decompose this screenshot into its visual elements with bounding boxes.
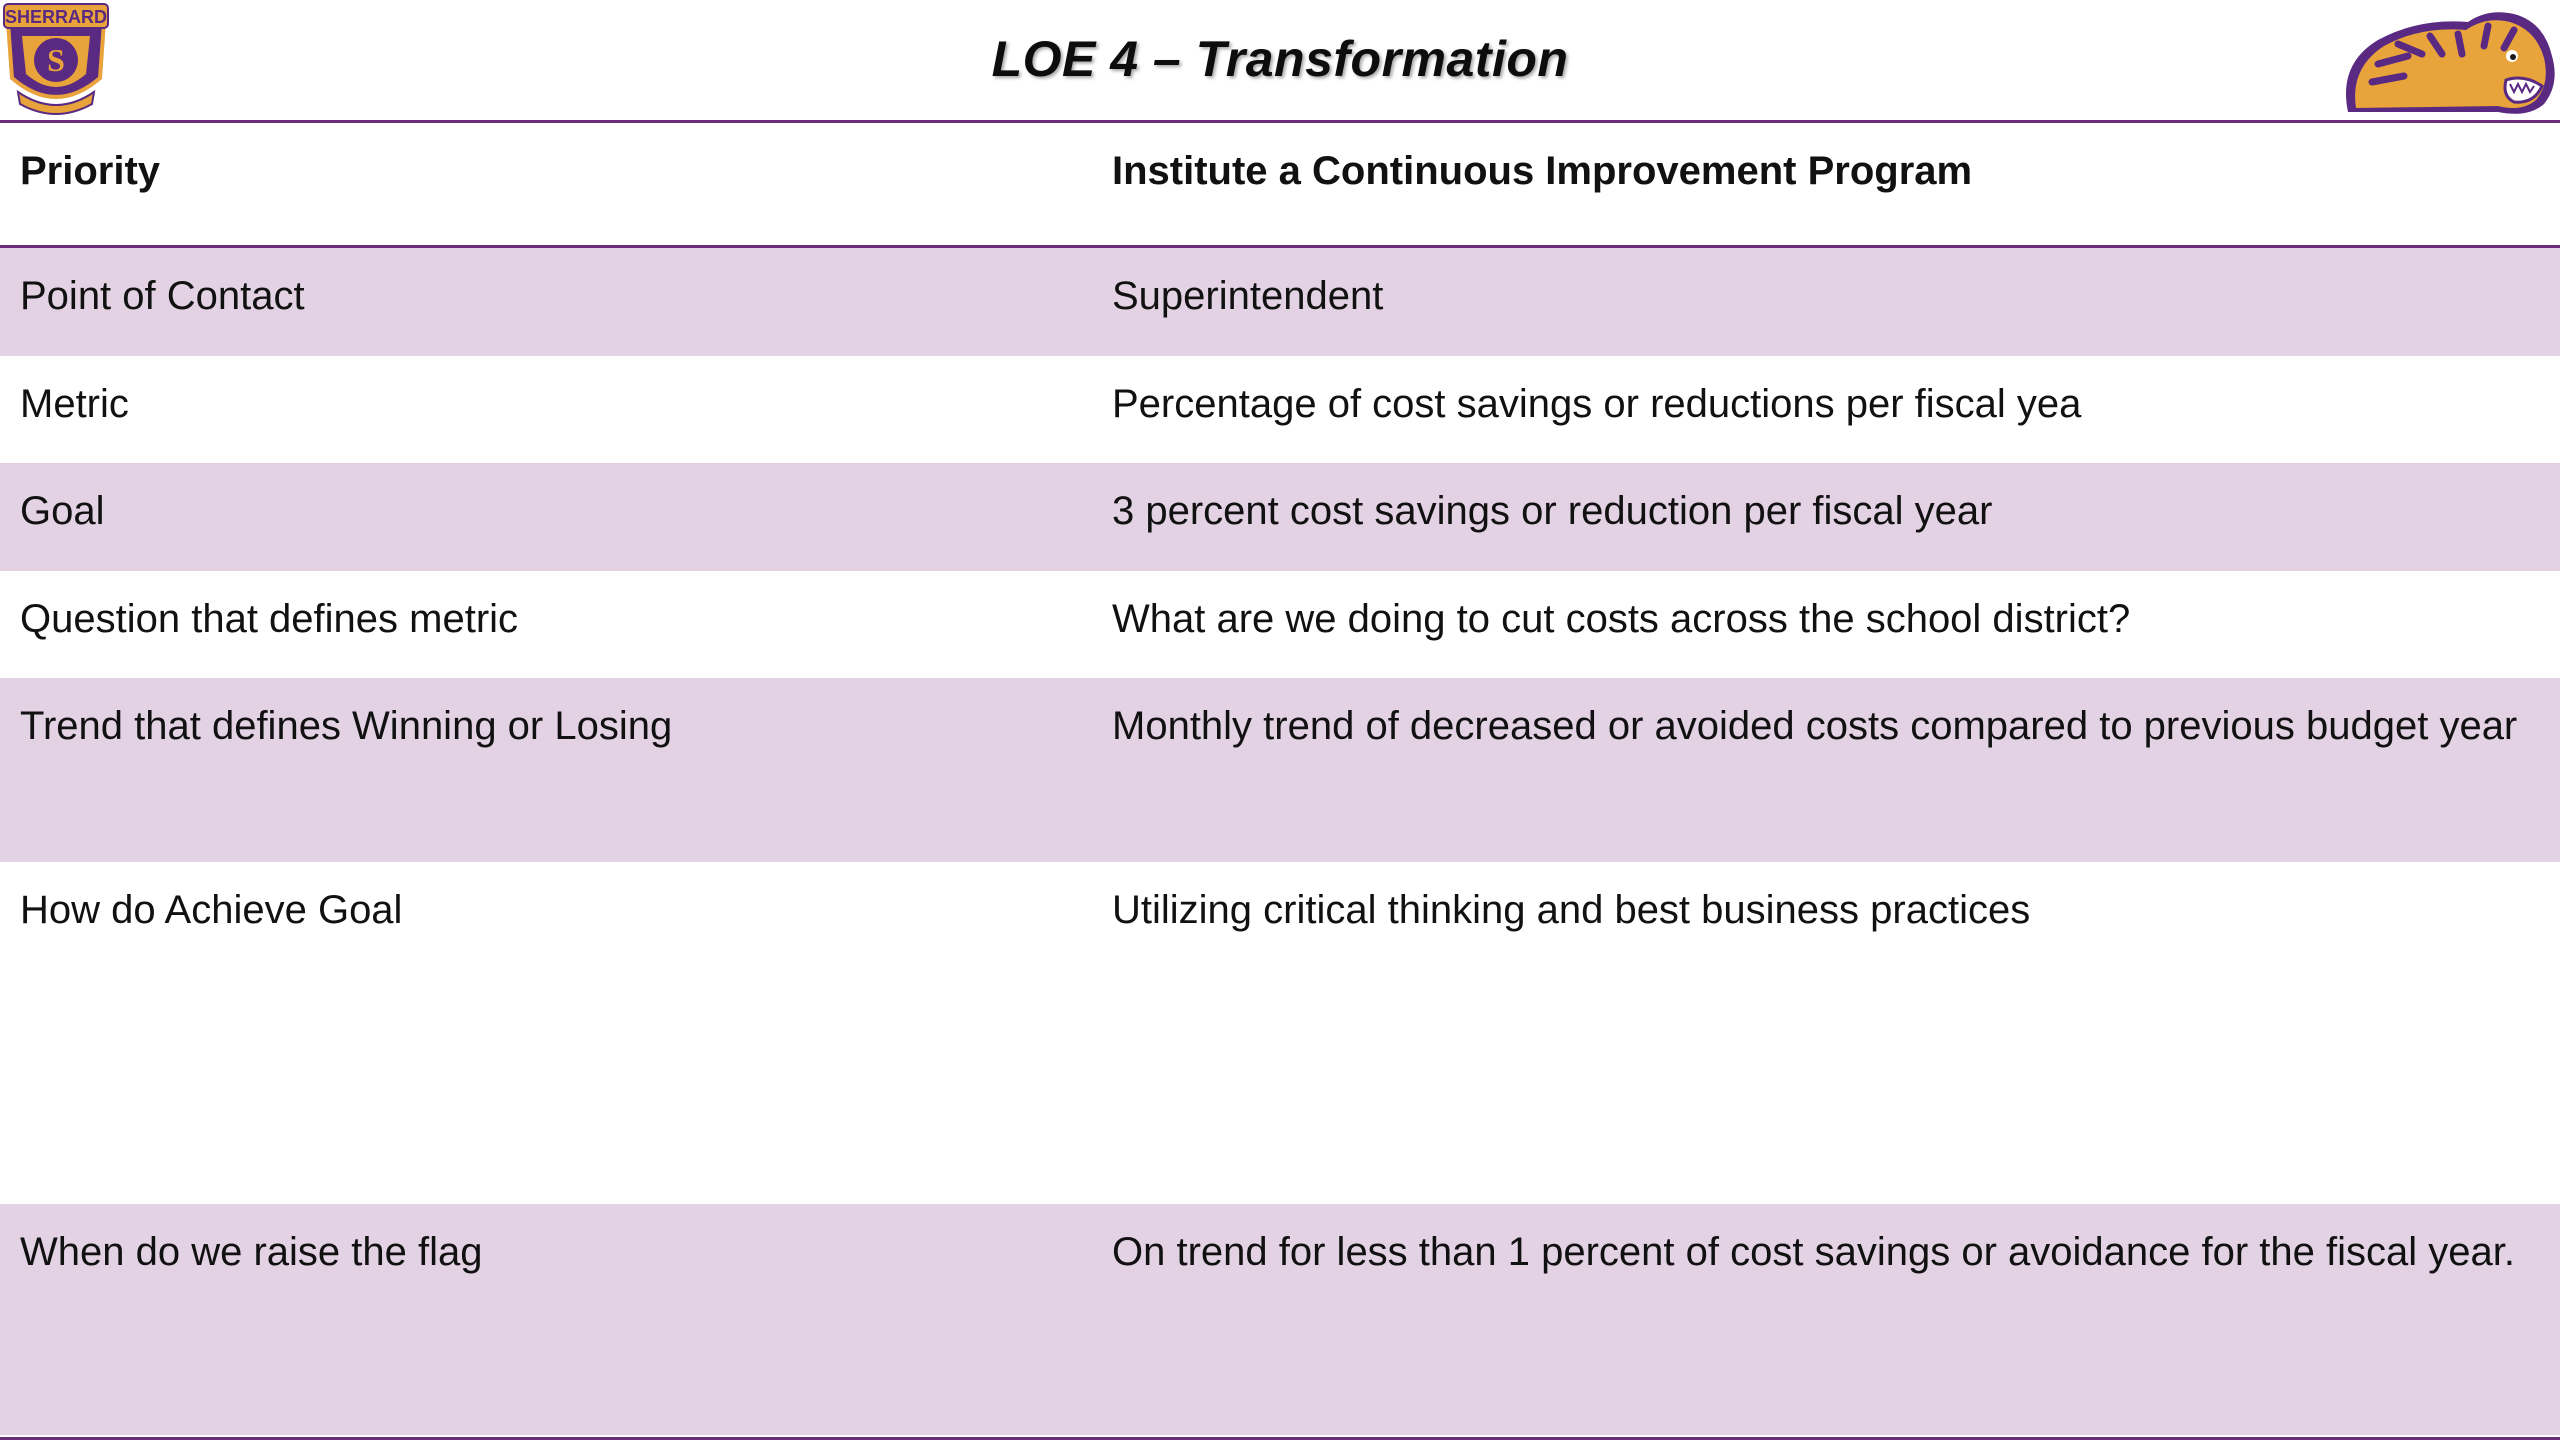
tiger-mascot-logo [2346, 12, 2555, 114]
page-title: LOE 4 – Transformation [991, 31, 1569, 87]
row-value: Superintendent [1112, 274, 1384, 318]
row-value: What are we doing to cut costs across th… [1112, 597, 2131, 641]
row-value: Monthly trend of decreased or avoided co… [1112, 704, 2518, 748]
table-row: Point of Contact Superintendent [0, 248, 2560, 356]
table-row: When do we raise the flag On trend for l… [0, 1204, 2560, 1435]
table-header-row: Priority Institute a Continuous Improvem… [0, 123, 2560, 248]
crest-lettering: SHERRARD [5, 7, 107, 27]
svg-text:S: S [47, 42, 65, 78]
table-row: Goal 3 percent cost savings or reduction… [0, 463, 2560, 571]
row-label: Question that defines metric [20, 597, 519, 641]
table-row: Metric Percentage of cost savings or red… [0, 356, 2560, 463]
row-value: Percentage of cost savings or reductions… [1112, 382, 2082, 426]
row-label: Point of Contact [20, 274, 305, 318]
row-value: On trend for less than 1 percent of cost… [1112, 1230, 2515, 1274]
row-value: Utilizing critical thinking and best bus… [1112, 888, 2031, 932]
table-row: Trend that defines Winning or Losing Mon… [0, 678, 2560, 862]
header-label: Priority [20, 149, 161, 193]
row-label: Goal [20, 489, 105, 533]
row-label: When do we raise the flag [20, 1230, 483, 1274]
bottom-border [0, 1437, 2560, 1440]
row-label: Metric [20, 382, 129, 426]
row-value: 3 percent cost savings or reduction per … [1112, 489, 1993, 533]
table-row: Question that defines metric What are we… [0, 571, 2560, 678]
priority-table: Priority Institute a Continuous Improvem… [0, 123, 2560, 1435]
header-value: Institute a Continuous Improvement Progr… [1112, 149, 1973, 193]
row-label: How do Achieve Goal [20, 888, 403, 932]
row-label: Trend that defines Winning or Losing [20, 704, 673, 748]
slide-header: SHERRARD S LOE 4 – Transformation [0, 0, 2560, 123]
sherrard-crest-logo: SHERRARD S [3, 3, 109, 115]
table-row: How do Achieve Goal Utilizing critical t… [0, 862, 2560, 1204]
